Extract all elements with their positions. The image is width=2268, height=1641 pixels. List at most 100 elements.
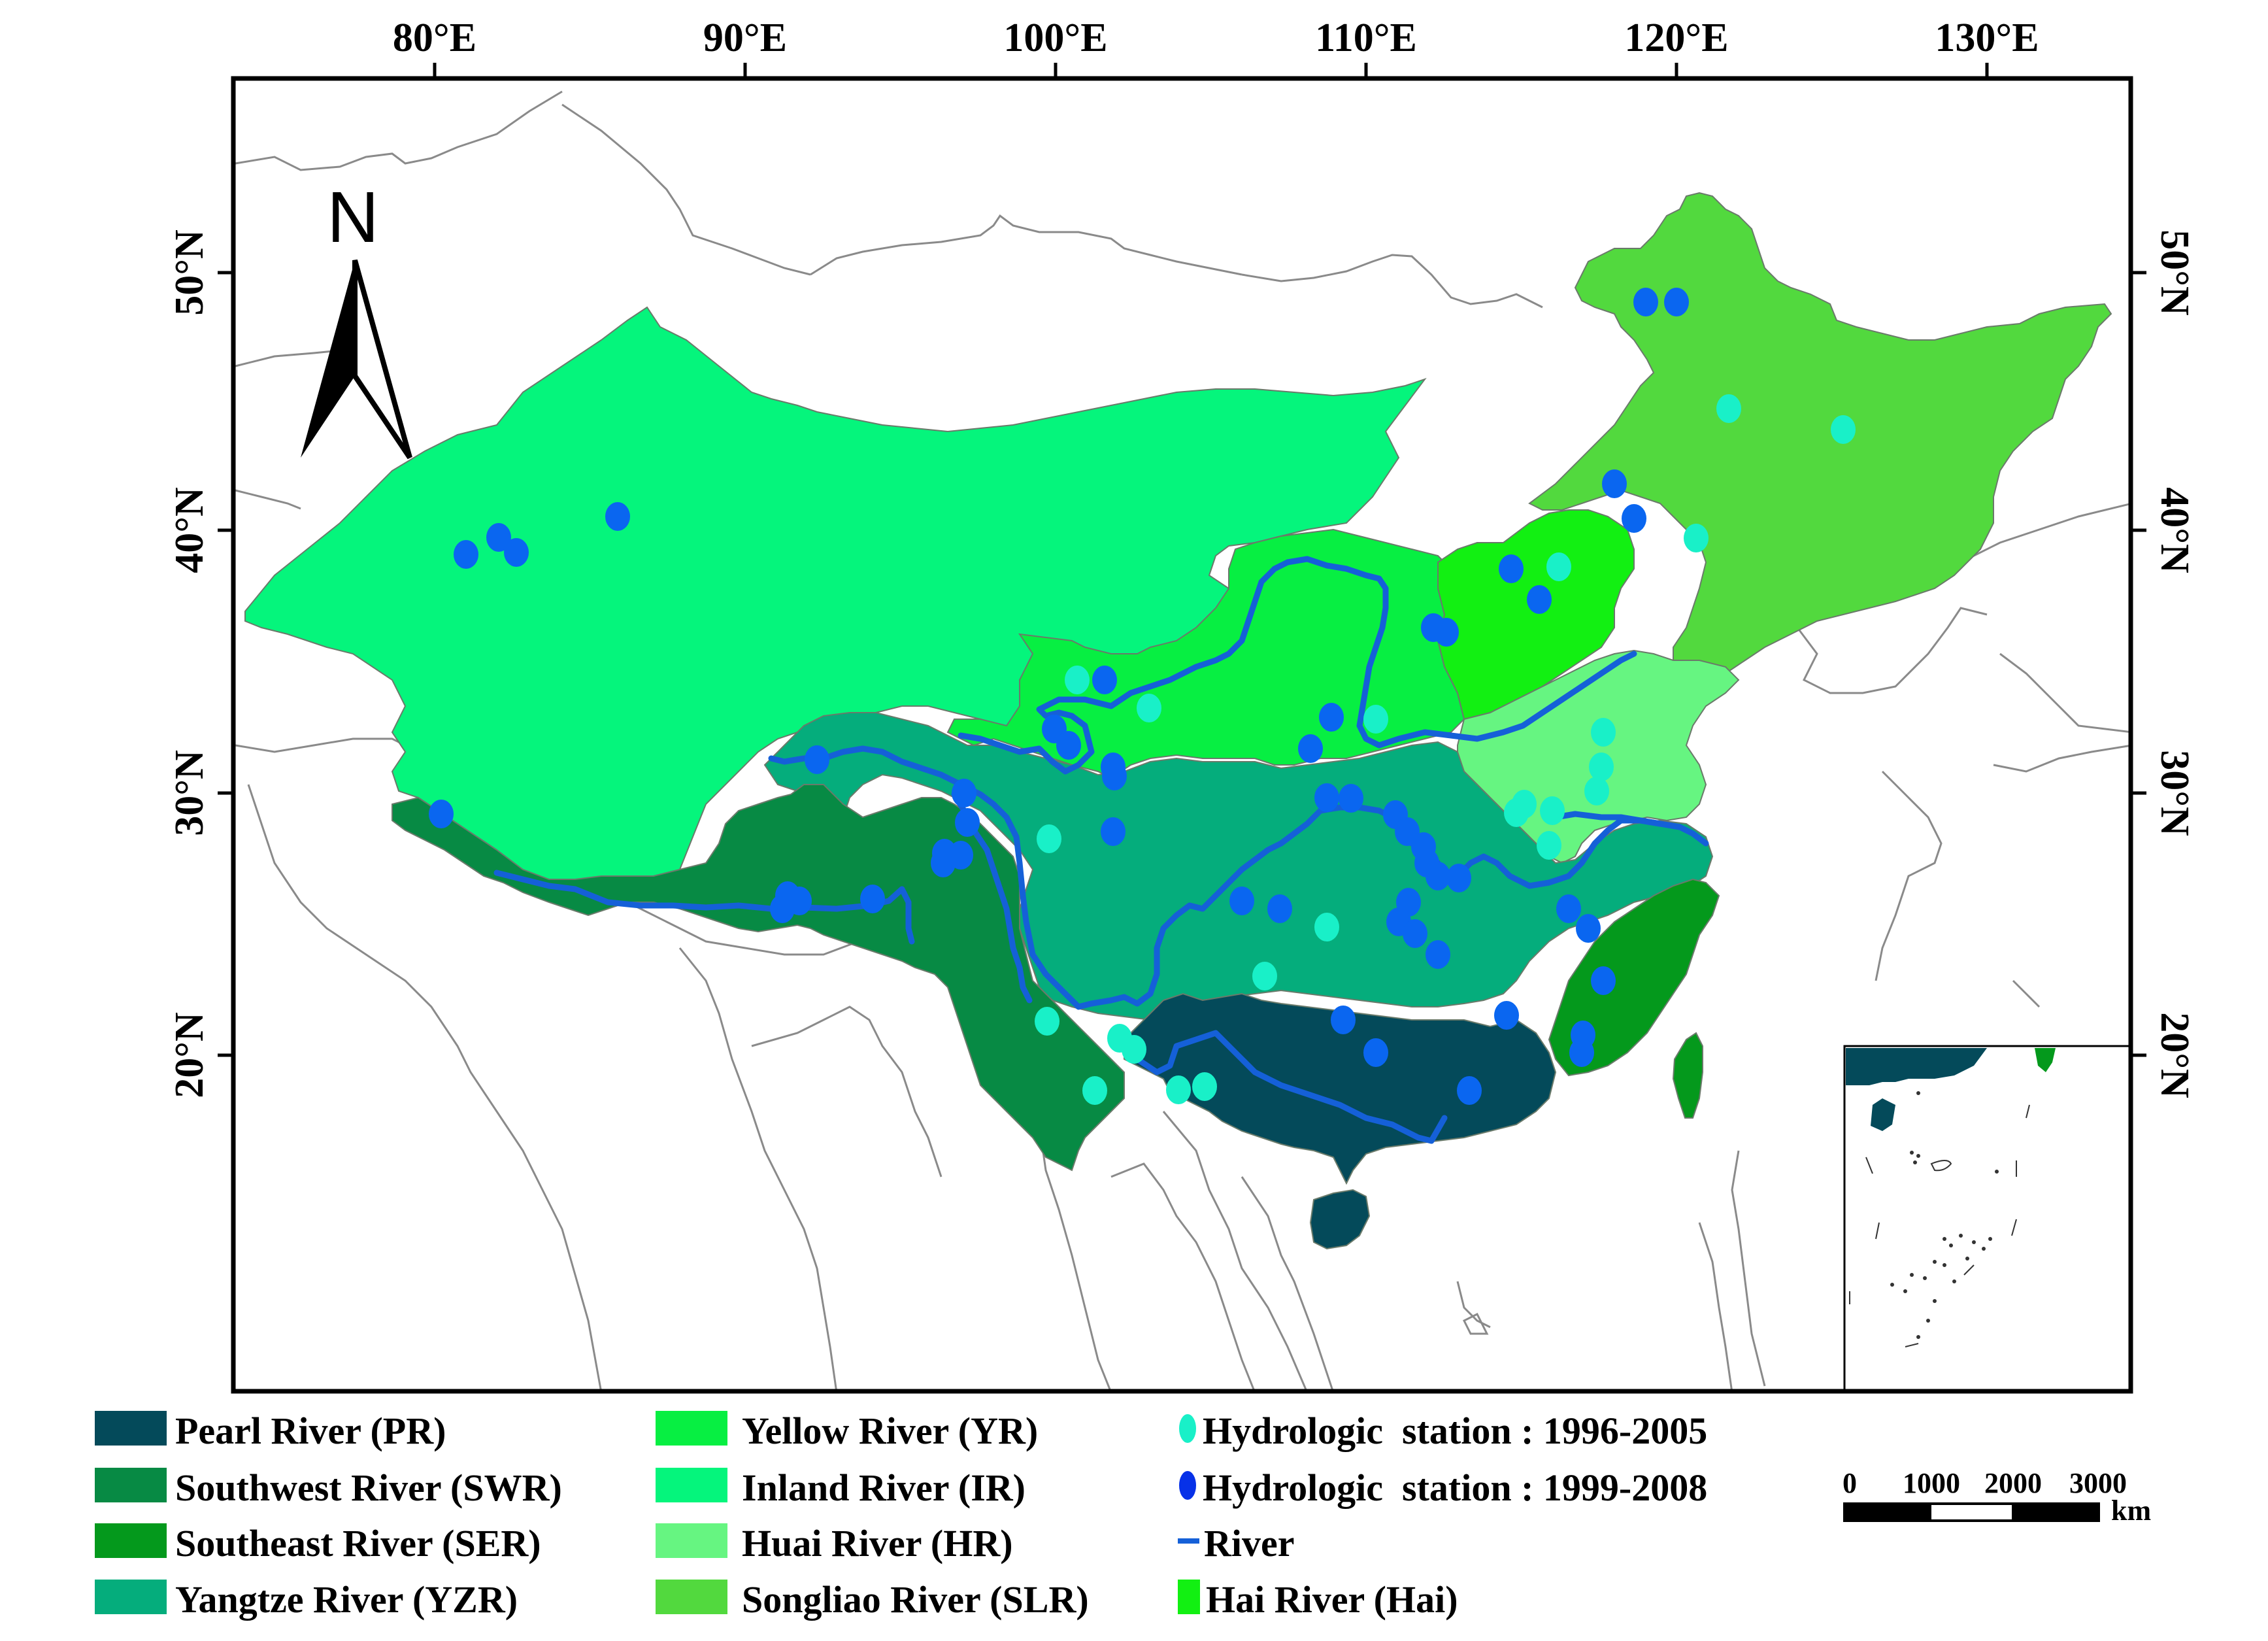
station-1996-2005-dot [1192,1072,1217,1101]
scale-label-2000: 2000 [1984,1467,2042,1499]
station-1999-2008-dot [486,523,511,552]
station-1999-2008-dot [1102,762,1127,790]
scale-unit: km [2111,1495,2151,1527]
station-1999-2008-dot [1556,894,1581,923]
legend-label-inland: Inland River (IR) [742,1466,1026,1509]
legend-station-1996-icon [1179,1414,1196,1443]
station-1999-2008-dot [1267,894,1292,923]
station-1996-2005-dot [1504,798,1529,827]
station-1996-2005-dot [1684,524,1709,552]
legend-label-river: River [1204,1522,1295,1565]
station-1999-2008-dot [1331,1006,1356,1034]
legend-label-station-1999: Hydrologic station : 1999-2008 [1203,1466,1707,1509]
station-1999-2008-dot [1426,940,1450,969]
rivers [493,556,1709,1144]
station-1999-2008-dot [454,540,478,569]
legend-swatch-hai [1178,1580,1200,1614]
latitude-label: 20°N [167,1012,212,1098]
legend-swatch-songliao [656,1580,727,1614]
station-1999-2008-dot [1622,504,1646,533]
station-1996-2005-dot [1166,1075,1191,1104]
station-1999-2008-dot [1527,585,1552,614]
legend-label-huai: Huai River (HR) [742,1522,1013,1565]
scale-label-3000: 3000 [2069,1467,2127,1499]
station-1996-2005-dot [1591,718,1616,747]
station-1999-2008-dot [1426,862,1450,890]
left-latitude-axis: 50°N 40°N 30°N 20°N [167,229,232,1098]
legend-label-hai: Hai River (Hai) [1206,1578,1458,1621]
legend-station-1999-icon [1179,1471,1196,1500]
scale-label-0: 0 [1843,1467,1857,1499]
legend-label-songliao: Songliao River (SLR) [742,1578,1089,1621]
latitude-label: 50°N [167,229,212,316]
map-frame [231,76,2133,1394]
legend-label-pearl: Pearl River (PR) [175,1410,446,1452]
station-1996-2005-dot [1716,394,1741,423]
station-1999-2008-dot [1101,817,1126,846]
stations-1996-2005 [1035,394,1856,1105]
station-1999-2008-dot [1339,784,1363,813]
right-latitude-axis: 50°N 40°N 30°N 20°N [2132,229,2197,1098]
latitude-label: 40°N [2152,487,2197,573]
station-1999-2008-dot [952,779,976,807]
legend-swatch-southwest [95,1468,167,1502]
longitude-label: 100°E [1003,16,1107,60]
station-1999-2008-dot [1298,734,1323,763]
map-content [235,90,2131,1391]
station-1999-2008-dot [1363,1038,1388,1067]
station-1996-2005-dot [1537,831,1561,860]
station-1996-2005-dot [1082,1076,1107,1105]
station-1996-2005-dot [1035,1007,1059,1036]
taiwan-island [1672,1032,1703,1119]
top-longitude-axis: 80°E 90°E 100°E 110°E 120°E 130°E [393,16,2039,77]
station-1996-2005-dot [1546,552,1571,581]
latitude-label: 30°N [167,750,212,836]
legend: Pearl River (PR) Southwest River (SWR) S… [95,1410,1707,1621]
station-1999-2008-dot [605,502,630,531]
station-1996-2005-dot [1540,796,1565,825]
station-1999-2008-dot [1434,618,1459,647]
station-1999-2008-dot [1092,666,1117,694]
legend-swatch-yellow [656,1411,727,1446]
north-arrow-label: N [327,177,378,258]
longitude-label: 130°E [1935,16,2039,60]
yangtze-river-line [768,745,1709,1010]
basin-yangtze-river [763,712,1714,1021]
station-1996-2005-dot [1037,824,1061,853]
basin-hai-river [1437,509,1635,727]
legend-swatch-southeast [95,1523,167,1558]
station-1999-2008-dot [1576,914,1601,943]
station-1999-2008-dot [1664,288,1689,316]
station-1999-2008-dot [1056,731,1081,760]
station-1999-2008-dot [1403,919,1427,948]
latitude-label: 50°N [2152,229,2197,316]
legend-swatch-yangtze [95,1580,167,1614]
latitude-label: 30°N [2152,750,2197,836]
station-1996-2005-dot [1122,1035,1146,1064]
yellow-river-line [958,556,1637,775]
north-arrow-icon [301,260,355,458]
station-1999-2008-dot [931,849,956,877]
station-1999-2008-dot [805,745,829,774]
station-1999-2008-dot [955,808,980,837]
station-1999-2008-dot [429,800,454,828]
legend-swatch-inland [656,1468,727,1502]
station-1996-2005-dot [1831,415,1856,444]
latitude-label: 20°N [2152,1012,2197,1098]
legend-label-southwest: Southwest River (SWR) [175,1466,562,1509]
scale-label-1000: 1000 [1903,1467,1960,1499]
legend-swatch-huai [656,1523,727,1558]
north-arrow: N [301,177,412,460]
hainan-island [1309,1189,1371,1250]
station-1999-2008-dot [1602,469,1627,498]
longitude-label: 110°E [1315,16,1417,60]
station-1999-2008-dot [1569,1038,1594,1067]
station-1999-2008-dot [1494,1001,1519,1030]
station-1996-2005-dot [1589,753,1614,781]
station-1999-2008-dot [770,894,795,923]
legend-label-southeast: Southeast River (SER) [175,1522,541,1565]
legend-label-yangtze: Yangtze River (YZR) [175,1578,518,1621]
legend-label-yellow: Yellow River (YR) [742,1410,1038,1452]
longitude-label: 90°E [703,16,787,60]
